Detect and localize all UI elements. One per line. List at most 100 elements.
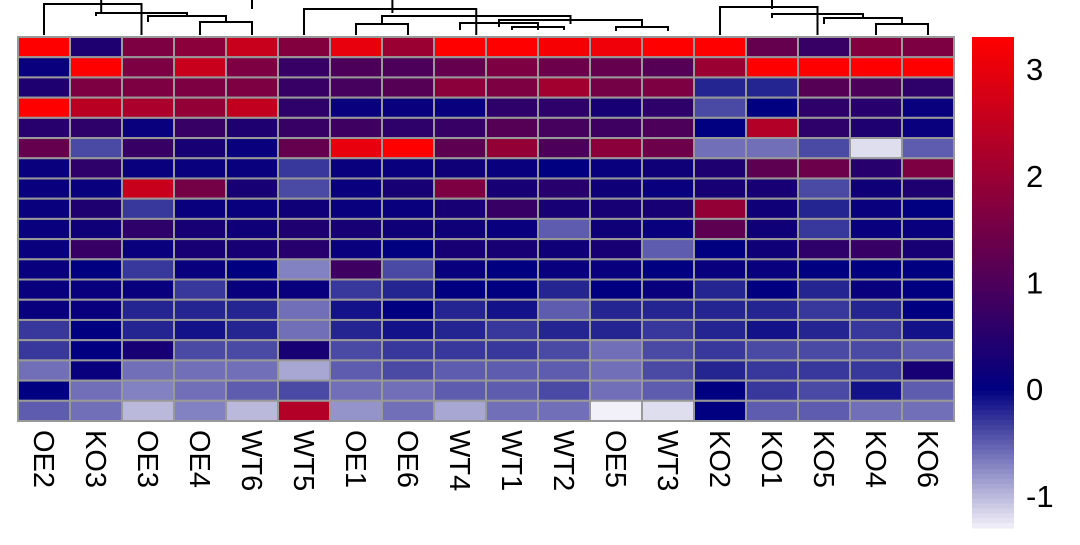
heatmap-cell	[849, 278, 903, 301]
heatmap-cell	[485, 379, 539, 402]
colorbar-tick-label: 0	[1026, 372, 1043, 407]
heatmap-cell	[537, 96, 591, 119]
heatmap-cell	[277, 399, 331, 422]
heatmap-cell	[797, 217, 851, 241]
colorbar-segment	[972, 66, 1014, 72]
heatmap-cell	[485, 318, 539, 342]
colorbar-segment	[972, 37, 1014, 43]
colorbar-segment	[972, 115, 1014, 122]
heatmap-cell	[173, 359, 227, 382]
heatmap-cell	[537, 278, 591, 301]
colorbar-segment	[972, 297, 1014, 303]
heatmap-cell	[485, 36, 539, 59]
heatmap-cell	[537, 56, 591, 79]
heatmap-cell	[173, 56, 227, 79]
colorbar-segment	[972, 292, 1014, 298]
heatmap-cell	[589, 96, 643, 119]
heatmap-cell	[797, 137, 851, 160]
heatmap-cell	[17, 56, 71, 79]
heatmap-cell	[381, 157, 435, 180]
heatmap-cell	[901, 278, 955, 301]
heatmap-cell	[225, 177, 279, 200]
heatmap-cell	[797, 258, 851, 281]
heatmap-cell	[121, 298, 175, 321]
colorbar-segment	[972, 454, 1014, 460]
heatmap-cell	[121, 116, 175, 140]
dendrogram-branch	[355, 23, 409, 35]
colorbar-segment	[972, 439, 1014, 446]
heatmap-cell	[17, 137, 71, 160]
heatmap-cell	[745, 359, 799, 382]
heatmap-cell	[589, 157, 643, 180]
heatmap-cell	[277, 339, 331, 362]
colorbar-segment	[972, 248, 1014, 254]
colorbar-segment	[972, 503, 1014, 509]
colorbar-segment	[972, 91, 1014, 97]
colorbar-segment	[972, 76, 1014, 82]
heatmap-cell	[329, 399, 383, 422]
heatmap-cell	[537, 238, 591, 261]
heatmap-cell	[537, 76, 591, 99]
heatmap-cell	[589, 177, 643, 200]
heatmap-cell	[485, 76, 539, 99]
heatmap-cell	[433, 399, 487, 422]
heatmap-cell	[173, 177, 227, 200]
colorbar	[972, 37, 1014, 529]
heatmap-cell	[693, 56, 747, 79]
heatmap-cell	[381, 197, 435, 220]
heatmap-cell	[121, 318, 175, 342]
heatmap-cell	[901, 399, 955, 422]
heatmap-cell	[797, 76, 851, 99]
heatmap-cell	[433, 379, 487, 402]
heatmap-cell	[381, 96, 435, 119]
heatmap-cell	[381, 217, 435, 241]
colorbar-segment	[972, 262, 1014, 269]
heatmap-cell	[849, 36, 903, 59]
heatmap-cell	[901, 298, 955, 321]
heatmap-cell	[693, 258, 747, 281]
heatmap-cell	[745, 116, 799, 140]
heatmap-cell	[225, 359, 279, 382]
column-label: KO1	[755, 430, 787, 488]
colorbar-segment	[972, 488, 1014, 495]
colorbar-segment	[972, 71, 1014, 77]
heatmap-cell	[745, 197, 799, 220]
heatmap-cell	[849, 379, 903, 402]
heatmap-cell	[849, 56, 903, 79]
colorbar-segment	[972, 336, 1014, 343]
column-label: WT3	[651, 430, 683, 491]
heatmap-cell	[537, 399, 591, 422]
heatmap-cell	[277, 56, 331, 79]
colorbar-segment	[972, 164, 1014, 171]
heatmap-cell	[589, 137, 643, 160]
colorbar-segment	[972, 419, 1014, 426]
heatmap-cell	[121, 339, 175, 362]
heatmap-cell	[797, 298, 851, 321]
heatmap-cell	[329, 217, 383, 241]
heatmap-cell	[641, 56, 695, 79]
heatmap-cell	[693, 298, 747, 321]
heatmap-cell	[589, 217, 643, 241]
heatmap-cell	[797, 96, 851, 119]
heatmap-cell	[381, 177, 435, 200]
heatmap-cell	[693, 36, 747, 59]
heatmap-cell	[121, 56, 175, 79]
heatmap-cell	[589, 379, 643, 402]
column-label: KO3	[79, 430, 111, 488]
heatmap-cell	[381, 339, 435, 362]
heatmap-cell	[849, 318, 903, 342]
heatmap-cell	[433, 36, 487, 59]
heatmap-cell	[641, 116, 695, 140]
heatmap-cell	[641, 36, 695, 59]
heatmap-cell	[589, 56, 643, 79]
heatmap-cell	[901, 197, 955, 220]
heatmap-cell	[121, 157, 175, 180]
heatmap-cell	[797, 339, 851, 362]
heatmap-cell	[485, 56, 539, 79]
heatmap-cell	[485, 157, 539, 180]
column-label: OE4	[183, 430, 215, 488]
heatmap-cell	[693, 137, 747, 160]
heatmap-cell	[121, 258, 175, 281]
colorbar-segment	[972, 523, 1014, 529]
heatmap-cell	[693, 379, 747, 402]
